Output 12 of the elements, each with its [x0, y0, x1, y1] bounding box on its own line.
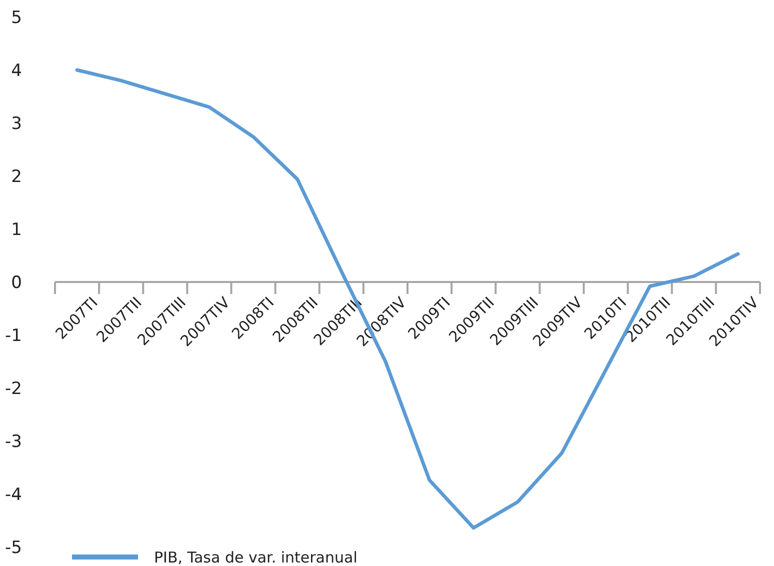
y-tick-label: -4: [5, 484, 22, 505]
y-tick-label: 4: [11, 60, 22, 81]
y-tick-label: -3: [5, 432, 22, 452]
y-tick-label: -2: [5, 378, 22, 399]
y-tick-label: 2: [11, 166, 22, 187]
y-tick-label: -1: [5, 326, 22, 346]
y-tick-label: 1: [11, 220, 22, 240]
y-tick-label: 5: [11, 8, 22, 28]
y-tick-label: 0: [11, 272, 22, 293]
y-tick-label: -5: [5, 538, 22, 558]
y-tick-label: 3: [11, 114, 22, 134]
legend-label: PIB, Tasa de var. interanual: [154, 548, 358, 566]
